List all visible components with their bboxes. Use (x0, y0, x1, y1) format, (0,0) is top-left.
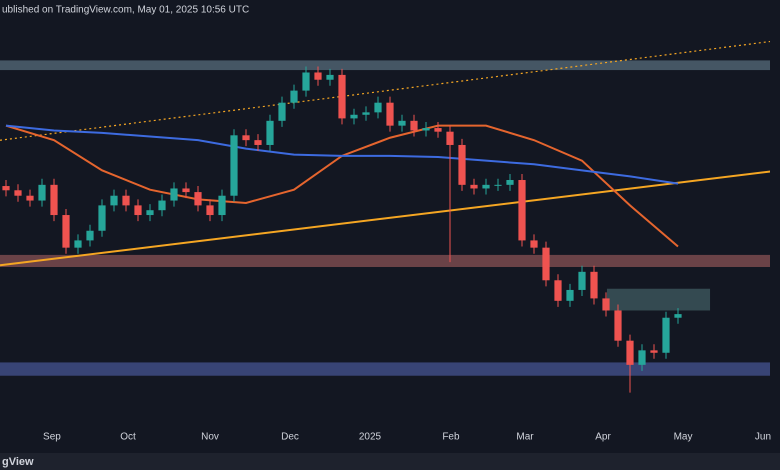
candle-body (374, 102, 382, 113)
candle-body (50, 184, 58, 216)
candle-body (650, 350, 658, 353)
candle-body (218, 195, 226, 216)
candle-body (38, 184, 46, 201)
candle-body (194, 192, 202, 206)
price-zone (0, 362, 780, 376)
candle-body (602, 298, 610, 311)
footer-bar (0, 453, 780, 470)
candle-body (98, 205, 106, 231)
time-axis-strip (0, 428, 780, 447)
candle-body (242, 135, 250, 141)
candle-body (278, 102, 286, 121)
candle-body (26, 195, 34, 201)
candle-body (626, 340, 634, 365)
candle-body (14, 190, 22, 196)
x-tick-label: Nov (201, 432, 219, 443)
candle-body (290, 90, 298, 103)
price-axis-strip (770, 0, 780, 447)
candle-body (422, 128, 430, 131)
candle-body (446, 131, 454, 145)
candle-body (482, 184, 490, 189)
candle-body (590, 271, 598, 299)
candle-body (470, 184, 478, 189)
candle-body (398, 120, 406, 126)
x-tick-label: Sep (43, 432, 61, 443)
x-tick-label: Oct (120, 432, 136, 443)
trendline (0, 169, 780, 267)
plot-area (0, 39, 780, 393)
candle-body (122, 195, 130, 206)
candle-body (230, 135, 238, 196)
candle-body (326, 74, 334, 80)
candle-body (206, 205, 214, 216)
candle-body (386, 102, 394, 126)
candle-body (518, 180, 526, 241)
candle-body (314, 72, 322, 80)
candle-body (506, 180, 514, 185)
candle-body (554, 280, 562, 301)
x-tick-label: 2025 (359, 432, 382, 443)
candle-body (566, 289, 574, 301)
candle-body (266, 120, 274, 145)
candle-body (110, 195, 118, 206)
candle-body (362, 112, 370, 115)
candle-body (494, 184, 502, 186)
candle-body (254, 140, 262, 145)
candle-body (662, 317, 670, 353)
x-tick-label: Mar (516, 432, 534, 443)
candle-body (530, 240, 538, 248)
candle-body (134, 205, 142, 216)
price-zone (606, 288, 711, 311)
header-bar (0, 0, 780, 20)
candle-body (338, 74, 346, 119)
candle-body (62, 215, 70, 248)
candle-body (350, 114, 358, 119)
footer-logo-text: gView (2, 456, 34, 468)
candle-body (434, 128, 442, 132)
price-zone (0, 60, 780, 71)
x-tick-label: Apr (595, 432, 611, 443)
trendline (0, 39, 780, 141)
candle-body (542, 247, 550, 281)
candle-body (674, 314, 682, 318)
candle-body (170, 188, 178, 201)
x-tick-label: Feb (442, 432, 460, 443)
candle-body (182, 188, 190, 193)
x-tick-label: Dec (281, 432, 299, 443)
candle-body (158, 200, 166, 211)
header-text: ublished on TradingView.com, May 01, 202… (2, 5, 249, 16)
candle-body (2, 186, 10, 191)
candle-body (86, 230, 94, 241)
candle-body (614, 310, 622, 341)
candle-body (458, 144, 466, 185)
candle-body (146, 210, 154, 216)
candle-body (638, 350, 646, 365)
x-tick-label: Jun (755, 432, 771, 443)
price-zone (0, 254, 780, 267)
average-line (5, 124, 679, 185)
x-tick-label: May (674, 432, 693, 443)
candle-body (302, 72, 310, 91)
candle-body (74, 240, 82, 248)
candle-body (410, 120, 418, 131)
candle-body (578, 271, 586, 290)
